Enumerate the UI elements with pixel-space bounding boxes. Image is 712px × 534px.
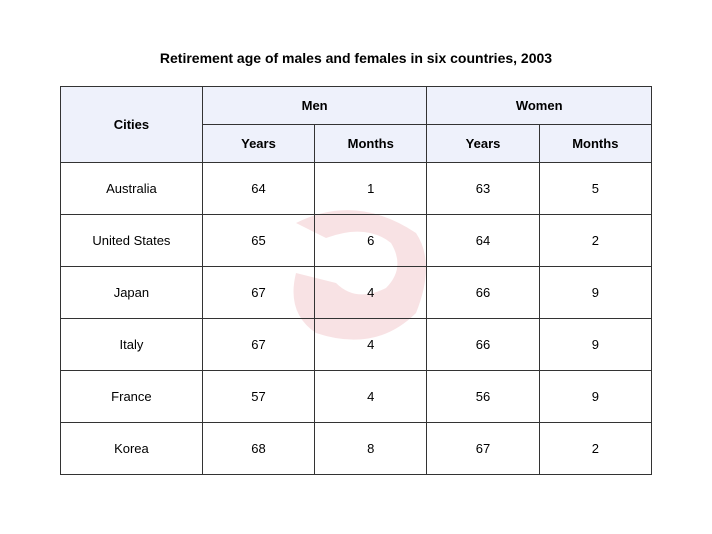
table-row: Korea 68 8 67 2 — [61, 423, 652, 475]
men-months-cell: 1 — [315, 163, 427, 215]
cities-column-header: Cities — [61, 87, 203, 163]
city-cell: Italy — [61, 319, 203, 371]
women-months-cell: 5 — [539, 163, 651, 215]
women-years-cell: 67 — [427, 423, 539, 475]
men-years-cell: 64 — [202, 163, 314, 215]
women-years-cell: 64 — [427, 215, 539, 267]
women-months-cell: 2 — [539, 423, 651, 475]
city-cell: Australia — [61, 163, 203, 215]
women-months-cell: 2 — [539, 215, 651, 267]
city-cell: United States — [61, 215, 203, 267]
table-row: Italy 67 4 66 9 — [61, 319, 652, 371]
women-months-cell: 9 — [539, 371, 651, 423]
women-months-header: Months — [539, 125, 651, 163]
women-years-cell: 63 — [427, 163, 539, 215]
men-years-cell: 57 — [202, 371, 314, 423]
retirement-age-table: Cities Men Women Years Months Years Mont… — [60, 86, 652, 475]
women-years-cell: 66 — [427, 267, 539, 319]
men-years-cell: 65 — [202, 215, 314, 267]
table-row: Japan 67 4 66 9 — [61, 267, 652, 319]
table-row: United States 65 6 64 2 — [61, 215, 652, 267]
women-group-header: Women — [427, 87, 652, 125]
women-months-cell: 9 — [539, 267, 651, 319]
men-months-cell: 4 — [315, 267, 427, 319]
city-cell: Korea — [61, 423, 203, 475]
city-cell: France — [61, 371, 203, 423]
women-years-cell: 56 — [427, 371, 539, 423]
men-months-cell: 4 — [315, 319, 427, 371]
women-years-cell: 66 — [427, 319, 539, 371]
table-row: France 57 4 56 9 — [61, 371, 652, 423]
table-title: Retirement age of males and females in s… — [60, 50, 652, 66]
women-years-header: Years — [427, 125, 539, 163]
table-row: Australia 64 1 63 5 — [61, 163, 652, 215]
men-months-header: Months — [315, 125, 427, 163]
men-years-cell: 67 — [202, 267, 314, 319]
men-years-cell: 67 — [202, 319, 314, 371]
men-months-cell: 4 — [315, 371, 427, 423]
table-body: Australia 64 1 63 5 United States 65 6 6… — [61, 163, 652, 475]
men-years-header: Years — [202, 125, 314, 163]
men-months-cell: 6 — [315, 215, 427, 267]
women-months-cell: 9 — [539, 319, 651, 371]
men-group-header: Men — [202, 87, 427, 125]
men-years-cell: 68 — [202, 423, 314, 475]
men-months-cell: 8 — [315, 423, 427, 475]
city-cell: Japan — [61, 267, 203, 319]
